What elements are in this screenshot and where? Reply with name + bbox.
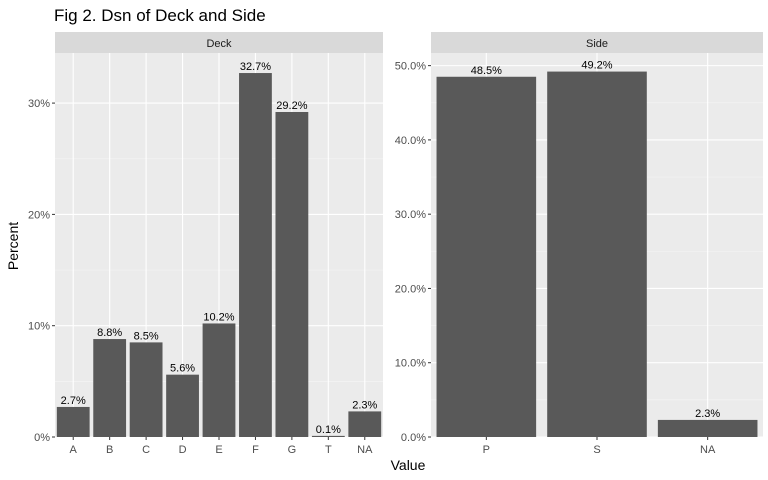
bar-value-label: 32.7%	[240, 61, 271, 73]
x-tick-label: E	[215, 444, 222, 456]
bar-value-label: 10.2%	[203, 311, 234, 323]
bar-c	[129, 342, 163, 437]
bar-value-label: 5.6%	[170, 363, 195, 375]
y-tick-label: 20.0%	[395, 283, 426, 295]
x-tick-label: D	[179, 444, 187, 456]
bar-na	[657, 419, 758, 437]
x-tick-label: NA	[357, 444, 373, 456]
bar-d	[166, 374, 199, 437]
y-axis-title: Percent	[5, 222, 21, 270]
bar-value-label: 48.5%	[471, 65, 502, 77]
bar-value-label: 8.8%	[97, 327, 122, 339]
bar-value-label: 29.2%	[276, 100, 307, 112]
side-panel: Side 0.0% 10.0% 20.0% 30.0% 40.0% 50.0% 48.5% P 4…	[395, 32, 763, 456]
y-tick-label: 10.0%	[395, 358, 426, 370]
facet-strip-label: Deck	[206, 38, 232, 50]
x-tick-label: A	[70, 444, 78, 456]
x-tick-label: NA	[700, 444, 716, 456]
bar-value-label: 49.2%	[581, 60, 612, 72]
bar-p	[436, 76, 537, 438]
x-axis-title: Value	[391, 457, 426, 473]
bar-value-label: 0.1%	[316, 424, 341, 436]
x-tick-label: G	[288, 444, 297, 456]
x-tick-label: S	[593, 444, 600, 456]
y-tick-label: 30.0%	[395, 209, 426, 221]
chart-title: Fig 2. Dsn of Deck and Side	[54, 6, 266, 25]
y-tick-label: 50.0%	[395, 61, 426, 73]
bar-a	[56, 406, 90, 437]
x-tick-label: C	[142, 444, 150, 456]
bar-value-label: 2.7%	[61, 395, 86, 407]
facet-strip-label: Side	[586, 38, 608, 50]
bar-b	[93, 339, 127, 437]
bar-f	[239, 73, 272, 437]
bar-e	[202, 323, 236, 437]
x-tick-label: B	[106, 444, 113, 456]
x-tick-label: P	[483, 444, 490, 456]
y-tick-label: 10%	[28, 321, 50, 333]
bar-value-label: 2.3%	[695, 408, 720, 420]
x-tick-label: T	[325, 444, 332, 456]
facet-strip	[55, 32, 383, 53]
bar-g	[275, 111, 309, 437]
y-tick-label: 0.0%	[401, 432, 426, 444]
y-tick-label: 20%	[28, 209, 50, 221]
bar-s	[547, 71, 647, 437]
y-tick-label: 0%	[34, 432, 50, 444]
y-tick-label: 30%	[28, 98, 50, 110]
y-tick-label: 40.0%	[395, 135, 426, 147]
bar-value-label: 8.5%	[134, 330, 159, 342]
bar-value-label: 2.3%	[352, 399, 377, 411]
bar-t	[311, 435, 345, 437]
x-tick-label: F	[252, 444, 259, 456]
deck-panel: Deck 0% 10% 20% 30% 2.7% A 8.8% B 8.5% C 5.6% D 10.2%…	[28, 32, 383, 456]
facet-strip	[431, 32, 763, 53]
bar-na	[348, 411, 382, 437]
